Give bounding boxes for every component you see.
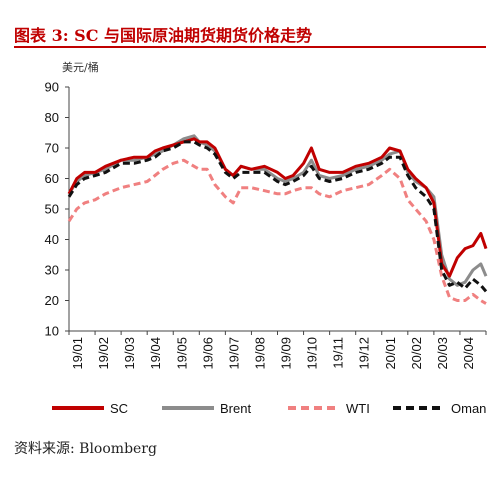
x-tick-label: 19/12 [357, 337, 372, 370]
x-tick-label: 19/04 [148, 337, 163, 370]
x-tick-label: 19/01 [70, 337, 85, 370]
x-tick-label: 20/01 [383, 337, 398, 370]
y-unit-label: 美元/桶 [62, 61, 99, 74]
legend-label-oman: Oman [451, 401, 486, 416]
series-line-oman [67, 140, 488, 293]
y-tick-label: 40 [45, 232, 59, 247]
x-tick-label: 19/07 [226, 337, 241, 370]
x-tick-label: 20/02 [409, 337, 424, 370]
x-tick-label: 19/10 [305, 337, 320, 370]
chart-series [67, 134, 488, 305]
chart-axes: 10 20 30 40 50 60 70 80 90 19/01 19/02 19/03 19/04 19… [45, 80, 487, 370]
series-line-wti [67, 158, 487, 305]
y-tick-label: 70 [45, 141, 59, 156]
x-tick-label: 19/11 [331, 337, 346, 369]
x-tick-label: 19/05 [174, 337, 189, 370]
chart-legend: SC Brent WTI Oman [52, 401, 486, 416]
legend-label-sc: SC [110, 401, 128, 416]
x-tick-label: 19/08 [252, 337, 267, 370]
y-tick-label: 50 [45, 202, 59, 217]
y-tick-label: 30 [45, 263, 59, 278]
legend-label-wti: WTI [346, 401, 370, 416]
title-rule [14, 46, 486, 48]
x-tick-label: 20/03 [435, 337, 450, 370]
source-note: 资料来源: Bloomberg [14, 441, 157, 457]
x-tick-label: 19/03 [122, 337, 137, 370]
x-tick-label: 19/02 [96, 337, 111, 370]
x-tick-label: 20/04 [461, 337, 476, 370]
legend-label-brent: Brent [220, 401, 251, 416]
x-tick-label: 19/09 [279, 337, 294, 370]
chart-title: 图表 3: SC 与国际原油期货期货价格走势 [14, 26, 313, 45]
y-tick-label: 90 [45, 80, 59, 95]
series-line-sc [67, 137, 488, 278]
x-tick-label: 19/06 [200, 337, 215, 370]
y-tick-label: 20 [45, 293, 59, 308]
y-tick-label: 80 [45, 110, 59, 125]
y-tick-label: 10 [45, 324, 59, 339]
y-tick-label: 60 [45, 171, 59, 186]
